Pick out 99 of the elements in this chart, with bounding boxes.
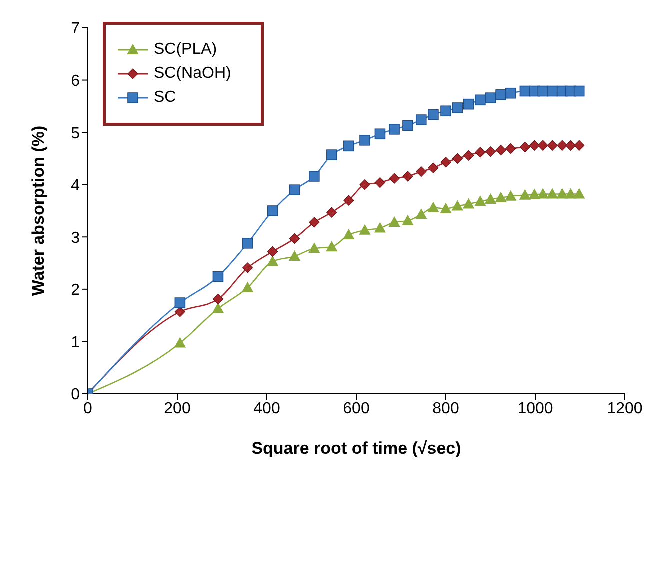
y-tick-label: 4 <box>71 178 80 195</box>
point <box>402 120 414 132</box>
point <box>326 242 338 252</box>
point <box>440 106 452 117</box>
point <box>268 246 278 258</box>
x-tick-label: 0 <box>84 400 93 418</box>
point <box>505 190 516 201</box>
point <box>402 171 414 182</box>
point <box>389 217 400 228</box>
point <box>326 207 338 218</box>
point <box>212 294 224 305</box>
point <box>416 166 427 178</box>
point <box>557 140 568 151</box>
point <box>374 128 386 140</box>
point <box>547 140 558 151</box>
point <box>344 195 354 206</box>
point <box>428 162 439 174</box>
point <box>374 222 386 233</box>
point <box>174 306 186 318</box>
point <box>326 150 338 160</box>
point <box>538 140 548 151</box>
point <box>289 233 300 244</box>
point <box>360 180 370 190</box>
point <box>242 238 254 249</box>
point <box>475 94 486 106</box>
point <box>308 243 320 254</box>
x-axis-title: Square root of time (√sec) <box>252 439 462 458</box>
y-tick-label: 3 <box>71 230 80 247</box>
legend-label: SC <box>154 89 176 107</box>
x-tick-label: 600 <box>343 400 370 418</box>
point <box>416 114 427 126</box>
point <box>565 188 576 199</box>
point <box>485 92 496 104</box>
point <box>485 146 496 158</box>
point <box>428 109 439 120</box>
point <box>174 338 186 348</box>
point <box>267 256 278 266</box>
point <box>452 153 463 164</box>
point <box>212 303 224 314</box>
point <box>242 262 254 274</box>
point <box>309 171 320 182</box>
point <box>463 98 474 110</box>
point <box>452 102 464 114</box>
y-tick-label: 0 <box>71 386 80 404</box>
legend-label: SC(PLA) <box>154 41 218 59</box>
point <box>475 147 486 158</box>
point <box>496 90 506 100</box>
point <box>440 203 452 214</box>
point <box>547 86 558 97</box>
point <box>556 188 568 199</box>
point <box>267 206 278 216</box>
point <box>474 196 486 206</box>
point <box>505 88 516 99</box>
point <box>574 86 585 97</box>
y-tick-label: 6 <box>71 72 80 90</box>
point <box>520 142 531 153</box>
point <box>174 298 186 308</box>
point <box>360 135 370 146</box>
point <box>242 282 254 292</box>
point <box>547 188 558 199</box>
point <box>529 140 540 151</box>
point <box>538 188 549 199</box>
y-tick-label: 2 <box>71 282 80 300</box>
point <box>566 140 576 151</box>
point <box>289 250 300 261</box>
point <box>428 202 439 212</box>
y-tick-label: 1 <box>71 334 80 352</box>
y-tick-label: 5 <box>71 125 80 142</box>
point <box>389 173 400 184</box>
x-tick-label: 400 <box>254 400 280 418</box>
point <box>389 124 400 135</box>
point <box>343 140 354 152</box>
point <box>402 215 414 226</box>
point <box>520 190 531 200</box>
point <box>360 224 371 235</box>
point <box>574 140 585 151</box>
point <box>309 217 320 228</box>
point <box>506 143 516 154</box>
point <box>416 209 427 220</box>
x-tick-label: 800 <box>432 400 460 418</box>
point <box>464 150 474 161</box>
point <box>289 184 300 196</box>
point <box>440 157 452 168</box>
legend-label: SC(NaOH) <box>154 65 232 83</box>
point <box>343 230 354 240</box>
x-tick-label: 200 <box>164 400 191 418</box>
x-tick-label: 1000 <box>518 400 554 418</box>
y-axis-title: Water absorption (%) <box>29 126 48 296</box>
x-tick-label: 1200 <box>607 400 643 418</box>
point <box>496 145 506 156</box>
y-tick-label: 7 <box>71 20 80 38</box>
point <box>485 194 496 204</box>
point <box>529 189 540 200</box>
point <box>496 192 507 202</box>
point <box>463 198 474 209</box>
point <box>374 177 386 188</box>
point <box>212 271 224 282</box>
point <box>574 188 585 199</box>
point <box>452 200 464 211</box>
